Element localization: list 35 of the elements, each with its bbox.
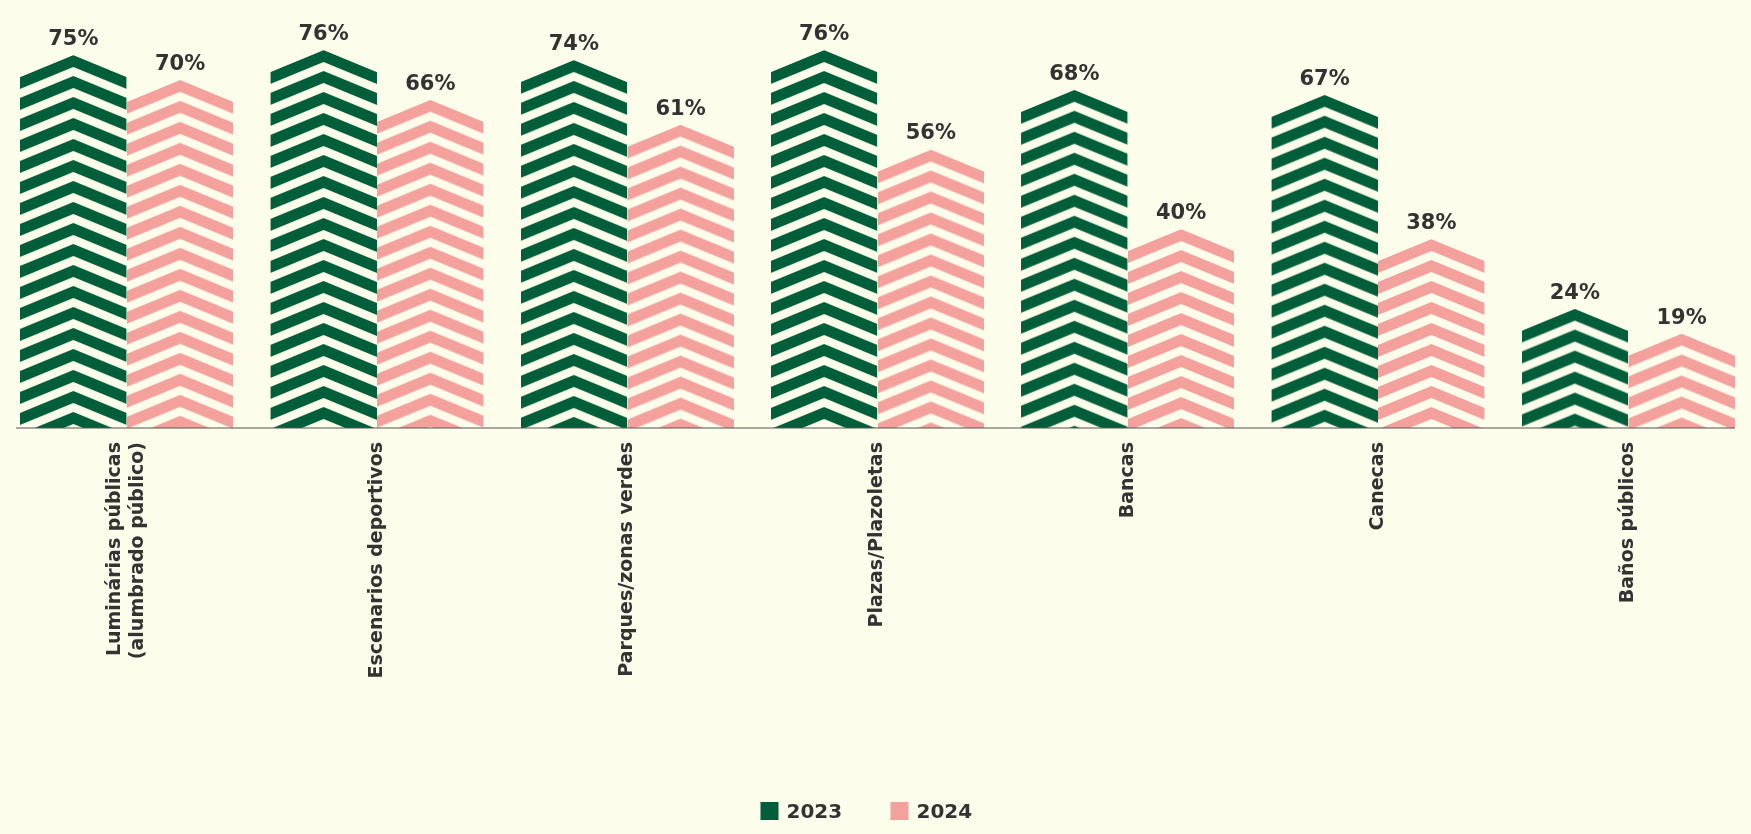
bar [376, 99, 484, 428]
data-label: 74% [548, 30, 600, 55]
bar [1271, 94, 1379, 428]
bar [270, 50, 377, 428]
data-label: 76% [799, 21, 850, 45]
data-label: 40% [1155, 200, 1207, 225]
bar [520, 59, 628, 428]
x-tick-label: Parques/zonas verdes [614, 442, 637, 677]
bar [20, 54, 127, 428]
bar [1127, 229, 1235, 428]
bar [126, 79, 234, 428]
data-label: 76% [298, 21, 349, 45]
x-tick-label: Escenarios deportivos [363, 442, 386, 679]
legend-label: 2023 [786, 799, 843, 823]
data-label: 38% [1406, 210, 1457, 234]
x-tick-label: Bancas [1114, 442, 1137, 519]
legend-label: 2024 [916, 799, 973, 823]
data-label: 24% [1549, 279, 1601, 304]
data-label: 19% [1656, 304, 1707, 329]
bar [770, 50, 878, 428]
data-label: 66% [405, 70, 456, 95]
x-tick-label: Luminárias públicas (alumbrado público) [102, 442, 147, 660]
bar [1378, 239, 1485, 428]
data-label: 61% [655, 95, 706, 120]
bar [627, 124, 734, 428]
x-tick-label: Canecas [1364, 442, 1387, 531]
bar [1021, 89, 1128, 428]
bar [877, 149, 985, 428]
data-label: 56% [905, 120, 956, 145]
data-label: 75% [48, 25, 99, 50]
x-tick-label: Baños públicos [1615, 442, 1638, 604]
x-tick-label: Plazas/Plazoletas [864, 442, 887, 628]
data-label: 70% [154, 50, 206, 75]
data-label: 67% [1299, 65, 1350, 90]
data-label: 68% [1049, 60, 1100, 85]
